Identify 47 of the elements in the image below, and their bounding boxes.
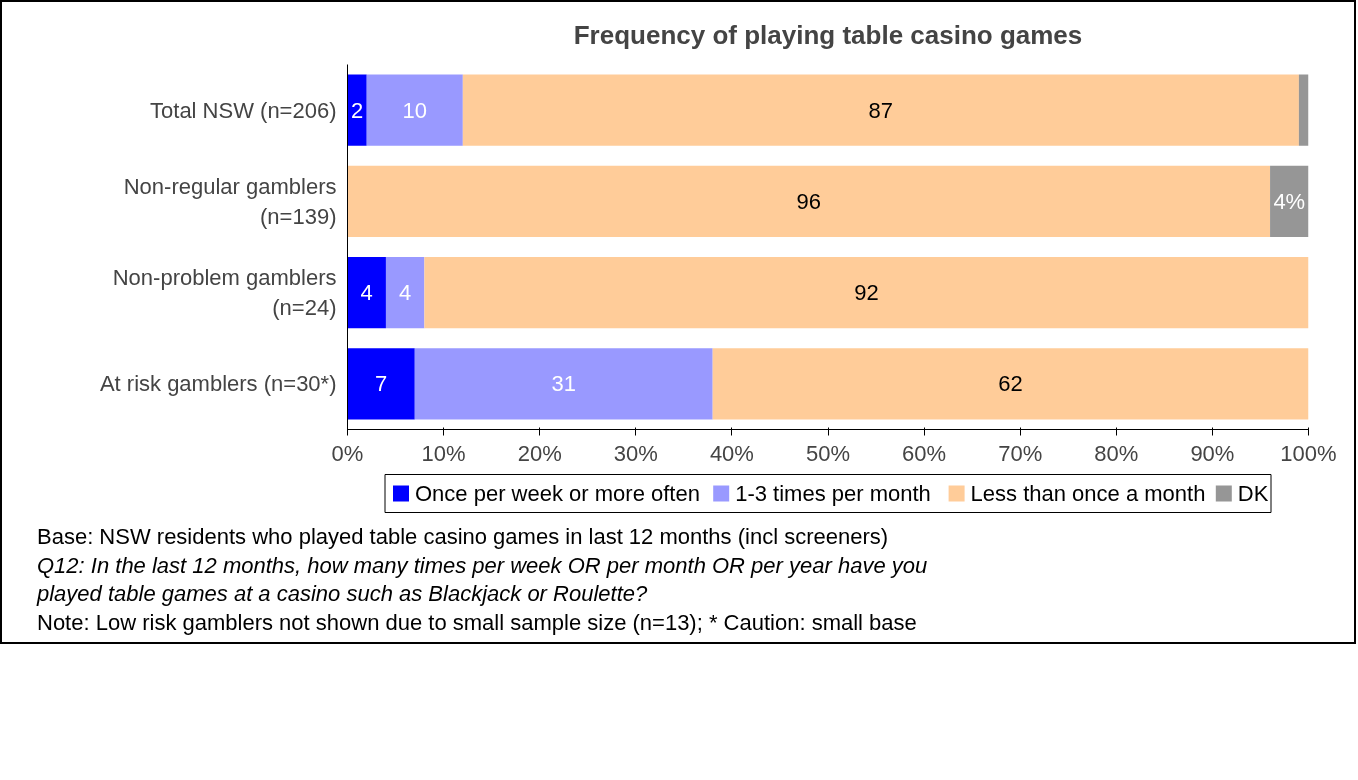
x-tick-label: 60% — [902, 440, 947, 466]
legend-label: DK — [1237, 481, 1269, 506]
data-label: 62 — [998, 371, 1023, 397]
y-tick-label: Non-problem gamblers (n=24) — [112, 265, 337, 321]
text: Note: Low risk gamblers not shown due to small sample size (n=13); * Caution: small base — [37, 608, 918, 637]
data-label: 96 — [796, 188, 822, 214]
bar — [1270, 165, 1309, 237]
legend-label: Less than once a month — [970, 481, 1206, 506]
x-tick-label: 90% — [1190, 440, 1235, 466]
y-tick-label: Total NSW (n=206) — [150, 97, 337, 123]
x-tick-label: 80% — [1094, 440, 1139, 466]
x-tick-label: 20% — [517, 440, 562, 466]
y-tick-label: Non-regular gamblers (n=139) — [123, 173, 337, 229]
x-tick-label: 40% — [709, 440, 754, 466]
bar — [347, 165, 1271, 237]
data-label: 92 — [854, 280, 879, 306]
data-label: 4 — [399, 280, 412, 306]
x-tick-label: 10% — [421, 440, 466, 466]
data-label: 4% — [1273, 188, 1306, 214]
text: played table games at a casino such as Blackjack or Roulette? — [37, 580, 649, 609]
x-tick-label: 50% — [805, 440, 851, 466]
bar — [366, 74, 463, 146]
bar — [414, 348, 713, 420]
legend-label: 1-3 times per month — [735, 481, 931, 506]
text: Q12: In the last 12 months, how many times per week OR per month OR per year have you — [37, 551, 928, 580]
legend-label: Once per week or more often — [415, 481, 700, 506]
bar — [1298, 74, 1309, 146]
bar — [712, 348, 1309, 420]
bar — [424, 257, 1309, 329]
data-label: 10 — [402, 97, 428, 123]
bar — [462, 74, 1299, 146]
chart-title: Frequency of playing table casino games — [573, 19, 1083, 50]
x-tick-label: 0% — [331, 440, 364, 466]
bar — [347, 348, 415, 420]
y-tick-label: At risk gamblers (n=30*) — [99, 371, 337, 397]
x-tick-label: 70% — [998, 440, 1043, 466]
data-label: 2 — [350, 97, 364, 123]
data-label: 4 — [360, 280, 373, 306]
x-tick-label: 100% — [1280, 440, 1337, 466]
bar — [347, 257, 386, 329]
bar — [347, 74, 367, 146]
data-label: 7 — [375, 371, 388, 397]
data-label: 87 — [868, 97, 894, 123]
text: Base: NSW residents who played table casino games in last 12 months (incl screeners) — [37, 523, 890, 551]
x-tick-label: 30% — [613, 440, 658, 466]
bar — [385, 257, 425, 329]
data-label: 31 — [551, 371, 576, 397]
